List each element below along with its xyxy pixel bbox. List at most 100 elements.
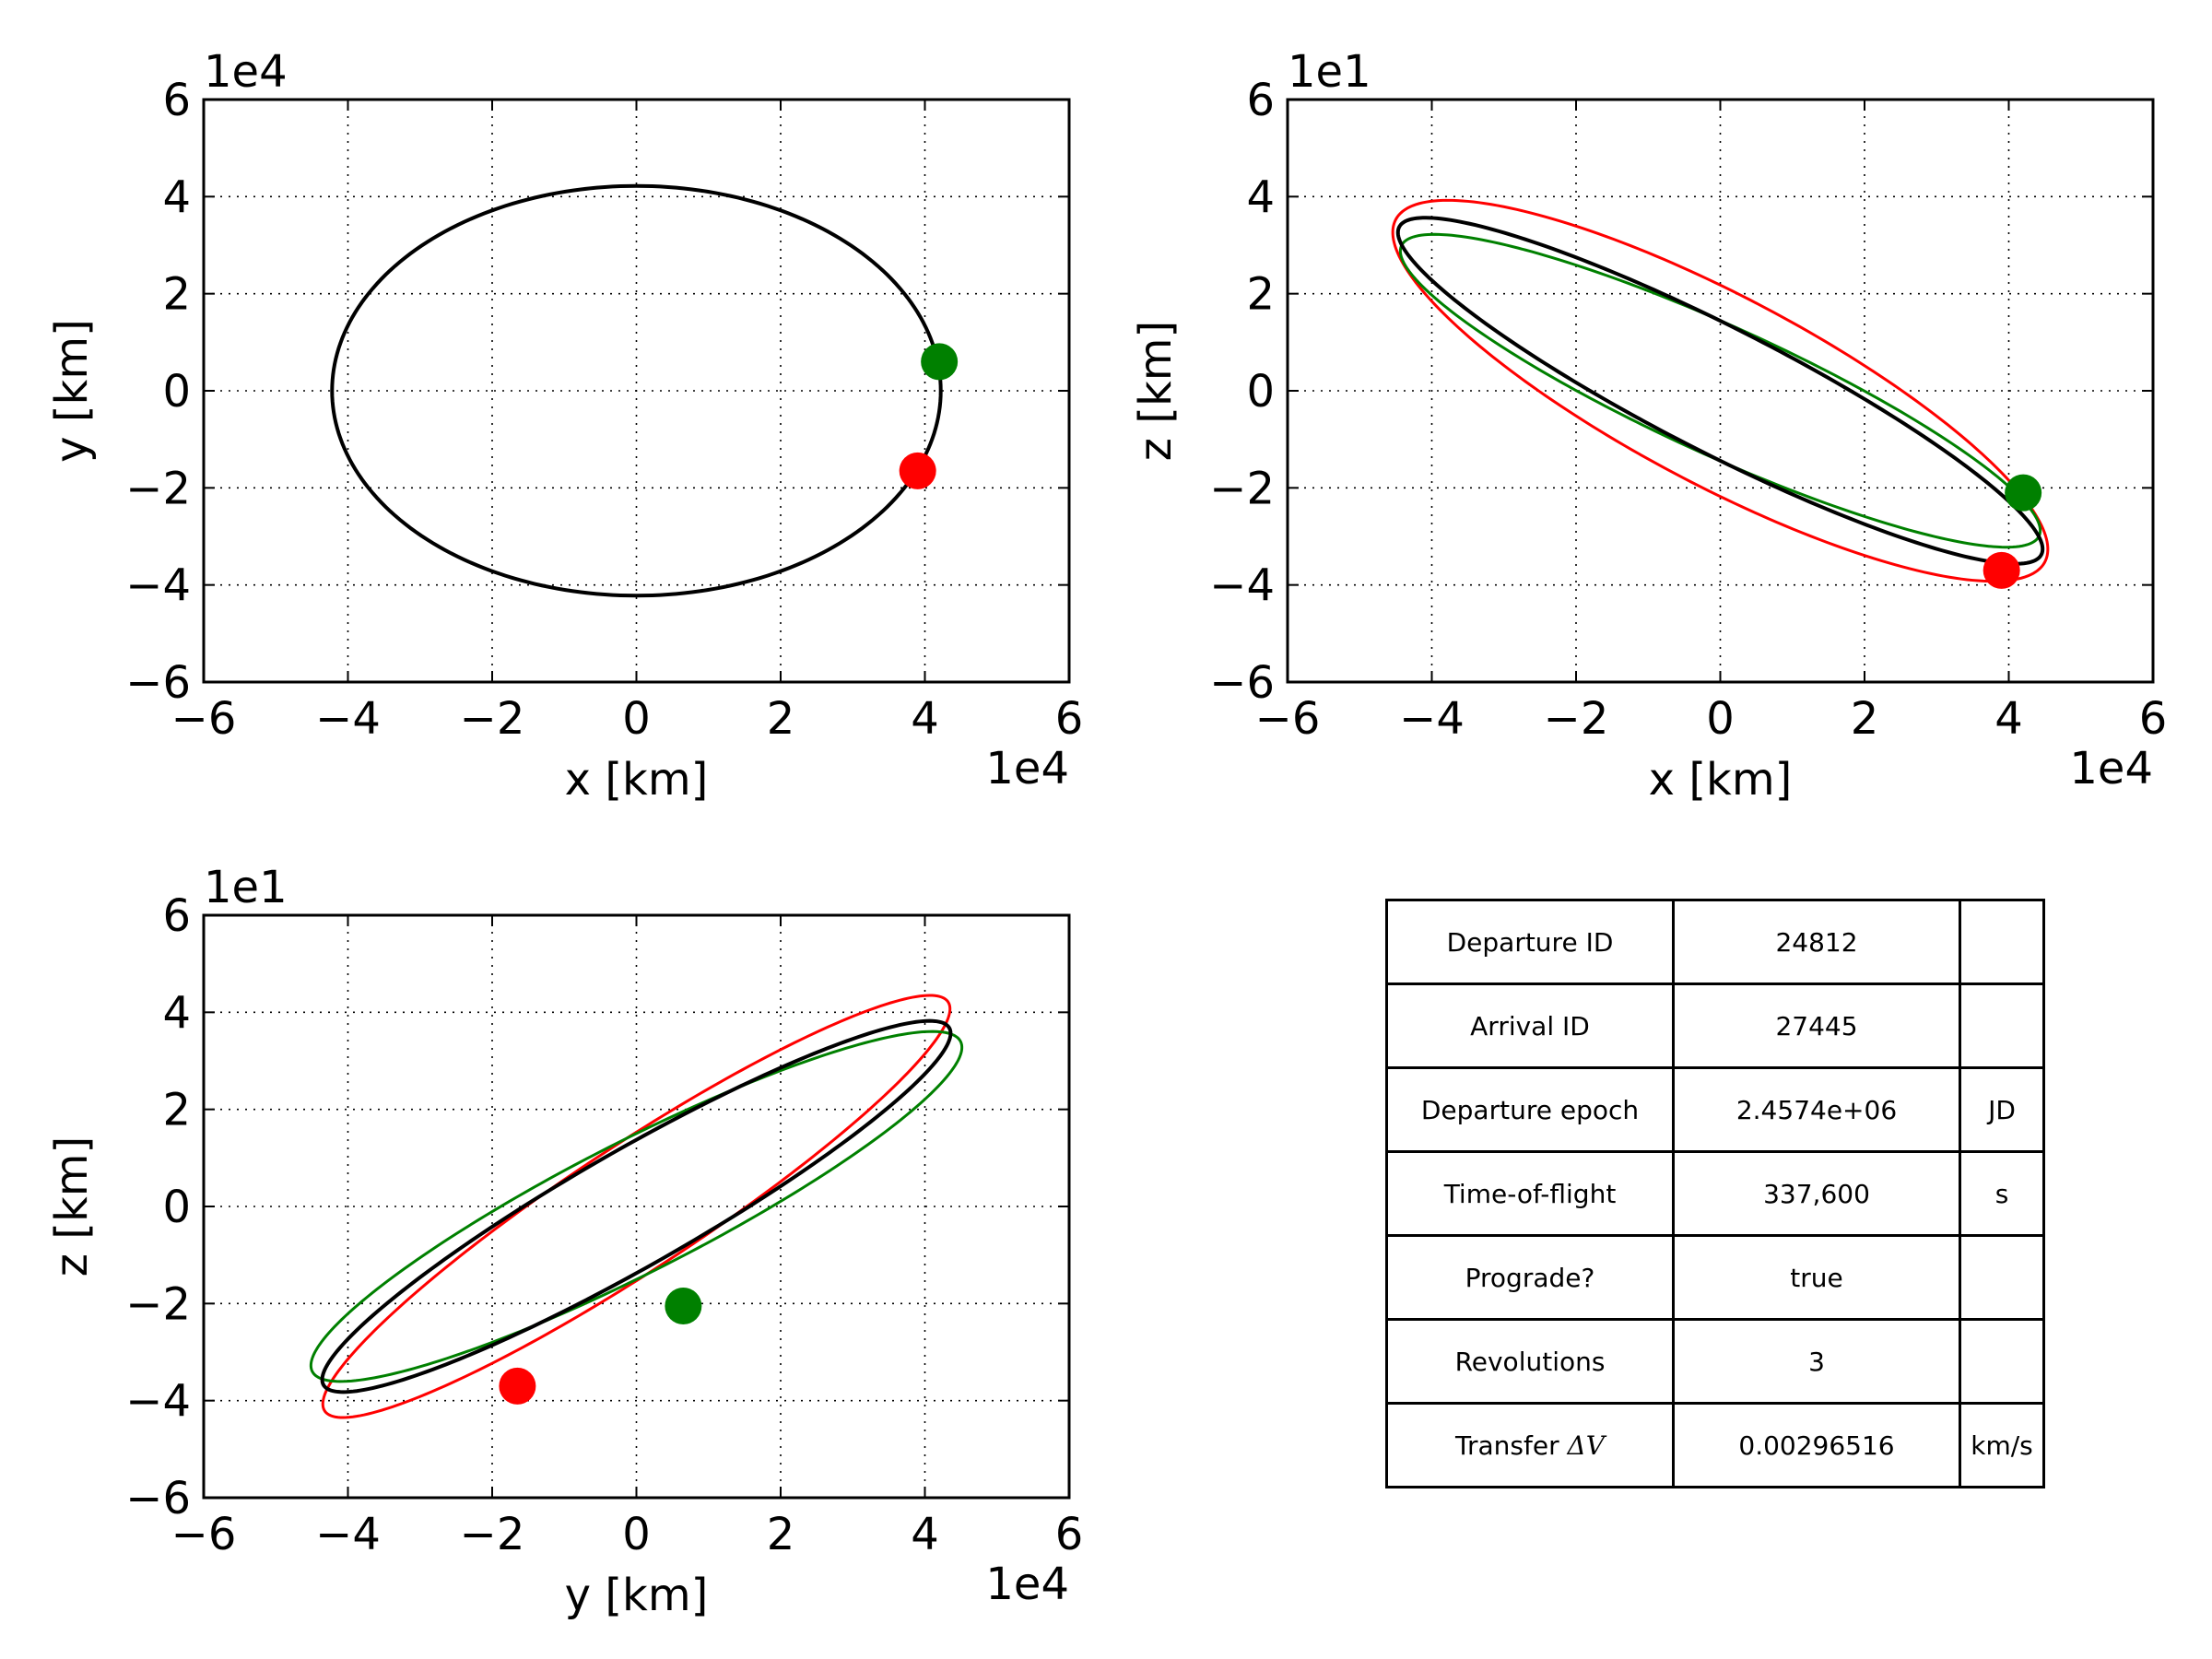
y-exponent-label: 1e1 (1288, 46, 1371, 98)
row-value: 0.00296516 (1672, 1402, 1961, 1488)
grid (203, 914, 1070, 1499)
x-tick-label: 0 (622, 693, 651, 745)
y-tick-label: 6 (162, 75, 191, 126)
row-value: 3 (1672, 1318, 1961, 1405)
table-row: Prograde? true (1385, 1234, 2045, 1321)
row-value: 27445 (1672, 982, 1961, 1069)
row-label: Departure epoch (1385, 1066, 1675, 1153)
row-label-text: Transfer (1455, 1430, 1559, 1461)
x-axis-label: y [km] (565, 1570, 709, 1621)
row-value: 24812 (1672, 899, 1961, 985)
x-tick-label: 4 (911, 693, 939, 745)
y-tick-label: 6 (1246, 75, 1275, 126)
y-exponent-label: 1e4 (204, 46, 288, 98)
row-label-text: Departure epoch (1420, 1094, 1640, 1125)
y-axis-label: z [km] (1130, 321, 1182, 461)
y-tick-label: 2 (162, 269, 191, 321)
departure-orbit (1391, 198, 2050, 583)
y-tick-label: 0 (1246, 366, 1275, 418)
table-row: Arrival ID 27445 (1385, 982, 2045, 1069)
xz-plot: −6 −4 −2 0 2 4 6 −6 −4 −2 0 2 4 6 x [km] z [km] 1e4 1e1 (1130, 46, 2167, 806)
row-label-text: Departure ID (1446, 926, 1614, 958)
y-tick-label: 6 (162, 890, 191, 942)
row-label: Revolutions (1385, 1318, 1675, 1405)
row-unit (1959, 982, 2045, 1069)
x-tick-label: 2 (1851, 693, 1879, 745)
row-unit: km/s (1959, 1402, 2045, 1488)
departure-point (899, 452, 936, 489)
x-tick-label: 4 (1994, 693, 2023, 745)
x-tick-label: −4 (315, 693, 381, 745)
y-tick-label: −6 (125, 1473, 191, 1524)
yz-plot: −6 −4 −2 0 2 4 6 −6 −4 −2 0 2 4 6 y [km] z [km] 1e4 1e1 (46, 862, 1083, 1621)
row-label: Time-of-flight (1385, 1150, 1675, 1237)
y-tick-label: −6 (1209, 657, 1275, 709)
row-unit (1959, 1318, 2045, 1405)
departure-point (1983, 551, 2020, 589)
row-unit (1959, 1234, 2045, 1321)
row-label-text: Prograde? (1465, 1262, 1595, 1293)
row-label: Arrival ID (1385, 982, 1675, 1069)
x-tick-label: 0 (622, 1509, 651, 1560)
x-exponent-label: 1e4 (2069, 743, 2153, 794)
y-tick-label: −6 (125, 657, 191, 709)
x-tick-label: −6 (1255, 693, 1321, 745)
table-row: Transfer ΔV 0.00296516 km/s (1385, 1402, 2045, 1488)
y-tick-label: −2 (125, 1278, 191, 1330)
arrival-orbit (1398, 232, 2042, 549)
transfer-orbit (320, 1018, 953, 1394)
y-tick-label: −4 (1209, 560, 1275, 612)
y-tick-label: −2 (125, 463, 191, 514)
x-tick-label: −6 (171, 693, 237, 745)
row-label: Departure ID (1385, 899, 1675, 985)
x-tick-label: 6 (1055, 693, 1084, 745)
x-tick-label: 6 (2139, 693, 2168, 745)
x-axis-label: x [km] (565, 754, 709, 806)
delta-v-symbol: ΔV (1567, 1430, 1605, 1461)
x-tick-label: 4 (911, 1509, 939, 1560)
table-row: Time-of-flight 337,600 s (1385, 1150, 2045, 1237)
x-tick-label: 2 (767, 693, 795, 745)
x-exponent-label: 1e4 (985, 1559, 1069, 1610)
y-tick-label: 2 (1246, 269, 1275, 321)
row-label-text: Revolutions (1454, 1346, 1606, 1377)
y-tick-label: 4 (162, 987, 191, 1039)
y-tick-label: −4 (125, 1376, 191, 1428)
x-tick-label: −2 (1544, 693, 1609, 745)
x-tick-label: 2 (767, 1509, 795, 1560)
arrival-point (2005, 474, 2042, 512)
row-label: Transfer ΔV (1385, 1402, 1675, 1488)
transfer-orbit (1395, 216, 2045, 566)
xy-plot: −6 −4 −2 0 2 4 6 −6 −4 −2 0 2 4 6 x [km] y [km] 1e4 1e4 (46, 46, 1083, 806)
orbit-curves (330, 183, 959, 598)
table-row: Revolutions 3 (1385, 1318, 2045, 1405)
transfer-orbit (330, 183, 943, 598)
x-tick-label: −6 (171, 1509, 237, 1560)
row-unit: JD (1959, 1066, 2045, 1153)
departure-orbit (321, 994, 952, 1419)
arrival-point (665, 1287, 702, 1324)
x-tick-label: −2 (460, 693, 525, 745)
x-tick-label: −4 (1399, 693, 1465, 745)
x-axis-label: x [km] (1649, 754, 1793, 806)
y-tick-label: −2 (1209, 463, 1275, 514)
y-tick-label: 4 (1246, 171, 1275, 223)
row-label: Prograde? (1385, 1234, 1675, 1321)
row-value: 337,600 (1672, 1150, 1961, 1237)
departure-point (499, 1367, 536, 1405)
row-label-text: Arrival ID (1470, 1010, 1590, 1041)
y-tick-label: 0 (162, 366, 191, 418)
y-tick-label: 4 (162, 171, 191, 223)
y-tick-label: 0 (162, 1182, 191, 1233)
y-tick-label: 2 (162, 1085, 191, 1136)
row-unit (1959, 899, 2045, 985)
table-row: Departure epoch 2.4574e+06 JD (1385, 1066, 2045, 1153)
row-unit: s (1959, 1150, 2045, 1237)
orbit-curves (1391, 198, 2050, 589)
grid (1287, 99, 2154, 683)
row-value: 2.4574e+06 (1672, 1066, 1961, 1153)
orbit-curves (309, 994, 964, 1419)
table-row: Departure ID 24812 (1385, 899, 2045, 985)
y-tick-label: −4 (125, 560, 191, 612)
